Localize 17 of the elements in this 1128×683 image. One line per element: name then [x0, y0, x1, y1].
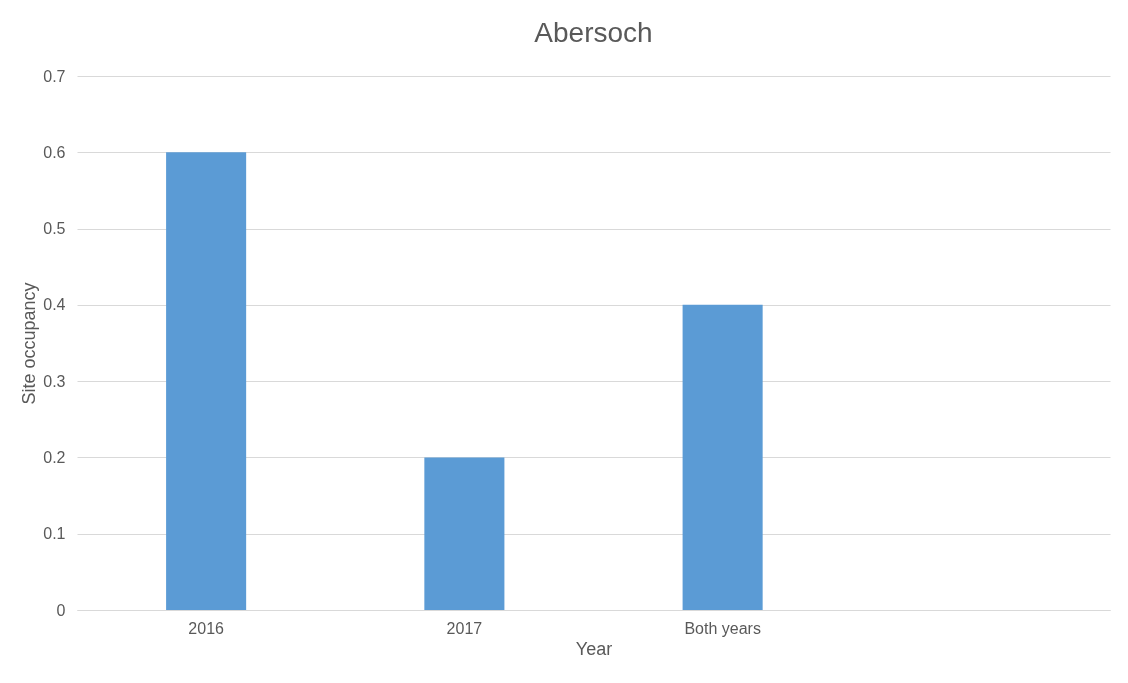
x-axis-title: Year: [575, 638, 613, 659]
x-tick-label: Both years: [684, 619, 761, 637]
x-tick-label: 2017: [446, 619, 483, 637]
chart-title: Abersoch: [534, 17, 653, 48]
y-tick-label: 0.2: [43, 448, 66, 466]
bar: [166, 152, 247, 610]
bar: [682, 304, 763, 610]
y-tick-label: 0.3: [43, 372, 66, 390]
y-tick-label: 0.4: [43, 296, 66, 314]
y-axis-title: Site occupancy: [19, 282, 40, 405]
y-tick-label: 0: [56, 601, 66, 619]
y-tick-label: 0.7: [43, 67, 66, 85]
y-tick-label: 0.5: [43, 220, 66, 238]
x-tick-label: 2016: [188, 619, 225, 637]
bar: [424, 457, 505, 610]
y-tick-label: 0.6: [43, 143, 66, 161]
y-tick-label: 0.1: [43, 525, 66, 543]
